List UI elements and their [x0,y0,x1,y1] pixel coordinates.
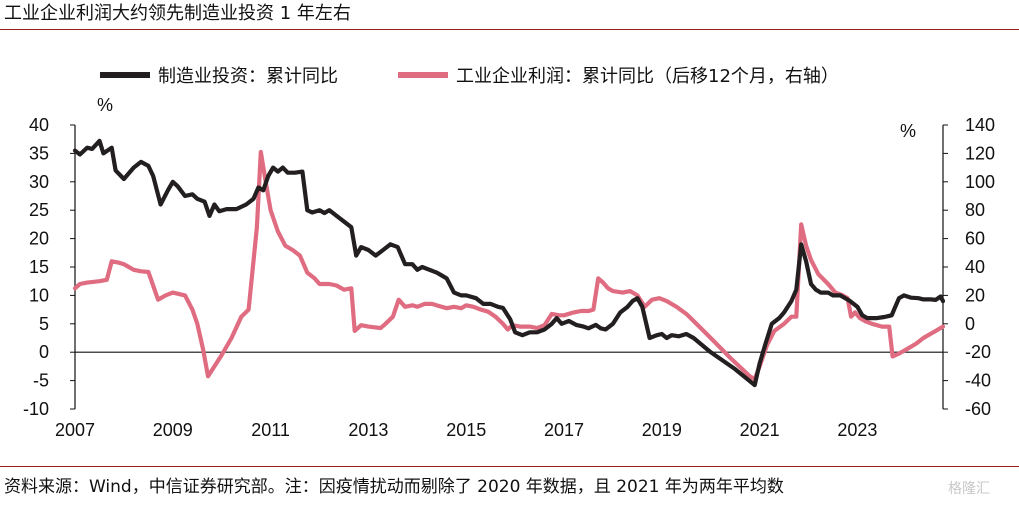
left-tick-label: 30 [29,172,49,192]
watermark: 格隆汇 [948,481,990,497]
series-line-investment [72,138,946,388]
left-tick-label: 0 [39,342,49,362]
x-tick-label: 2007 [55,420,95,440]
left-tick-label: 5 [39,314,49,334]
right-tick-label: 20 [965,285,985,305]
legend-label-profit: 工业企业利润：累计同比（后移12个月，右轴） [456,66,839,87]
right-tick-label: 0 [965,314,975,334]
right-tick-label: 60 [965,229,985,249]
left-tick-label: -10 [23,399,49,419]
x-tick-label: 2013 [348,420,388,440]
x-tick-label: 2023 [837,420,877,440]
right-tick-label: 120 [965,143,995,163]
left-tick-label: 20 [29,229,49,249]
left-tick-label: 25 [29,200,49,220]
right-tick-label: -20 [965,342,991,362]
legend: 制造业投资：累计同比 工业企业利润：累计同比（后移12个月，右轴） [100,66,839,87]
x-tick-label: 2009 [153,420,193,440]
x-tick-label: 2017 [544,420,584,440]
left-tick-label: 15 [29,257,49,277]
left-tick-label: 35 [29,143,49,163]
right-tick-label: 140 [965,115,995,135]
title-divider [0,29,1019,30]
x-tick-label: 2011 [251,420,290,440]
chart: 制造业投资：累计同比 工业企业利润：累计同比（后移12个月，右轴） % % 40… [23,66,995,440]
left-axis-unit: % [97,95,113,115]
footer-divider [0,466,1019,467]
legend-label-investment: 制造业投资：累计同比 [158,66,338,87]
x-tick-label: 2019 [642,420,682,440]
series-line-profit [72,149,946,382]
left-tick-label: -5 [33,371,49,391]
right-tick-label: 80 [965,200,985,220]
right-axis-unit: % [900,121,916,141]
right-tick-label: -40 [965,371,991,391]
source-note: 资料来源：Wind，中信证券研究部。注：因疫情扰动而剔除了 2020 年数据，且… [4,477,784,497]
plot-area: 4035302520151050-5-10140120100806040200-… [23,115,995,440]
x-tick-label: 2015 [446,420,486,440]
left-tick-label: 10 [29,285,49,305]
right-tick-label: -60 [965,399,991,419]
left-tick-label: 40 [29,115,49,135]
right-tick-label: 100 [965,172,995,192]
x-tick-label: 2021 [740,420,780,440]
right-tick-label: 40 [965,257,985,277]
page-title: 工业企业利润大约领先制造业投资 1 年左右 [4,3,351,24]
